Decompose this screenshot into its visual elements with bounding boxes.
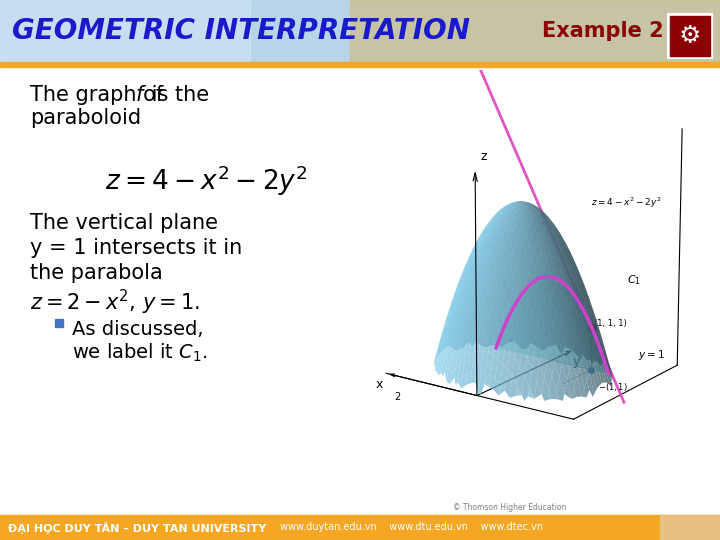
Bar: [0, 515, 720, 540]
Text: ⚙: ⚙: [679, 24, 701, 48]
Text: the parabola: the parabola: [30, 263, 163, 283]
Text: y = 1 intersects it in: y = 1 intersects it in: [30, 238, 242, 258]
Text: f: f: [136, 85, 143, 105]
Text: we label it $C_1$.: we label it $C_1$.: [72, 342, 208, 364]
Bar: [670, 16, 710, 56]
Bar: [350, 0, 720, 62]
Text: © Thomson Higher Education: © Thomson Higher Education: [454, 503, 567, 512]
Bar: [55, 319, 63, 327]
Text: $z = 4 - x^2 - 2y^2$: $z = 4 - x^2 - 2y^2$: [105, 163, 307, 198]
Bar: [0, 62, 720, 67]
Text: The graph of: The graph of: [30, 85, 170, 105]
Text: ĐẠI HỌC DUY TÂN – DUY TAN UNIVERSITY: ĐẠI HỌC DUY TÂN – DUY TAN UNIVERSITY: [8, 522, 266, 534]
Text: www.duytan.edu.vn    www.dtu.edu.vn    www.dtec.vn: www.duytan.edu.vn www.dtu.edu.vn www.dte…: [280, 523, 543, 532]
Text: Example 2: Example 2: [542, 21, 664, 41]
Bar: [668, 14, 712, 58]
Bar: [0, 0, 720, 62]
Text: is the: is the: [145, 85, 209, 105]
Text: The vertical plane: The vertical plane: [30, 213, 218, 233]
Text: paraboloid: paraboloid: [30, 108, 141, 128]
Text: GEOMETRIC INTERPRETATION: GEOMETRIC INTERPRETATION: [12, 17, 470, 45]
Text: As discussed,: As discussed,: [72, 320, 204, 339]
Bar: [660, 515, 720, 540]
Text: $z = 2 - x^2$, $y = 1$.: $z = 2 - x^2$, $y = 1$.: [30, 288, 199, 317]
Bar: [0, 0, 250, 62]
